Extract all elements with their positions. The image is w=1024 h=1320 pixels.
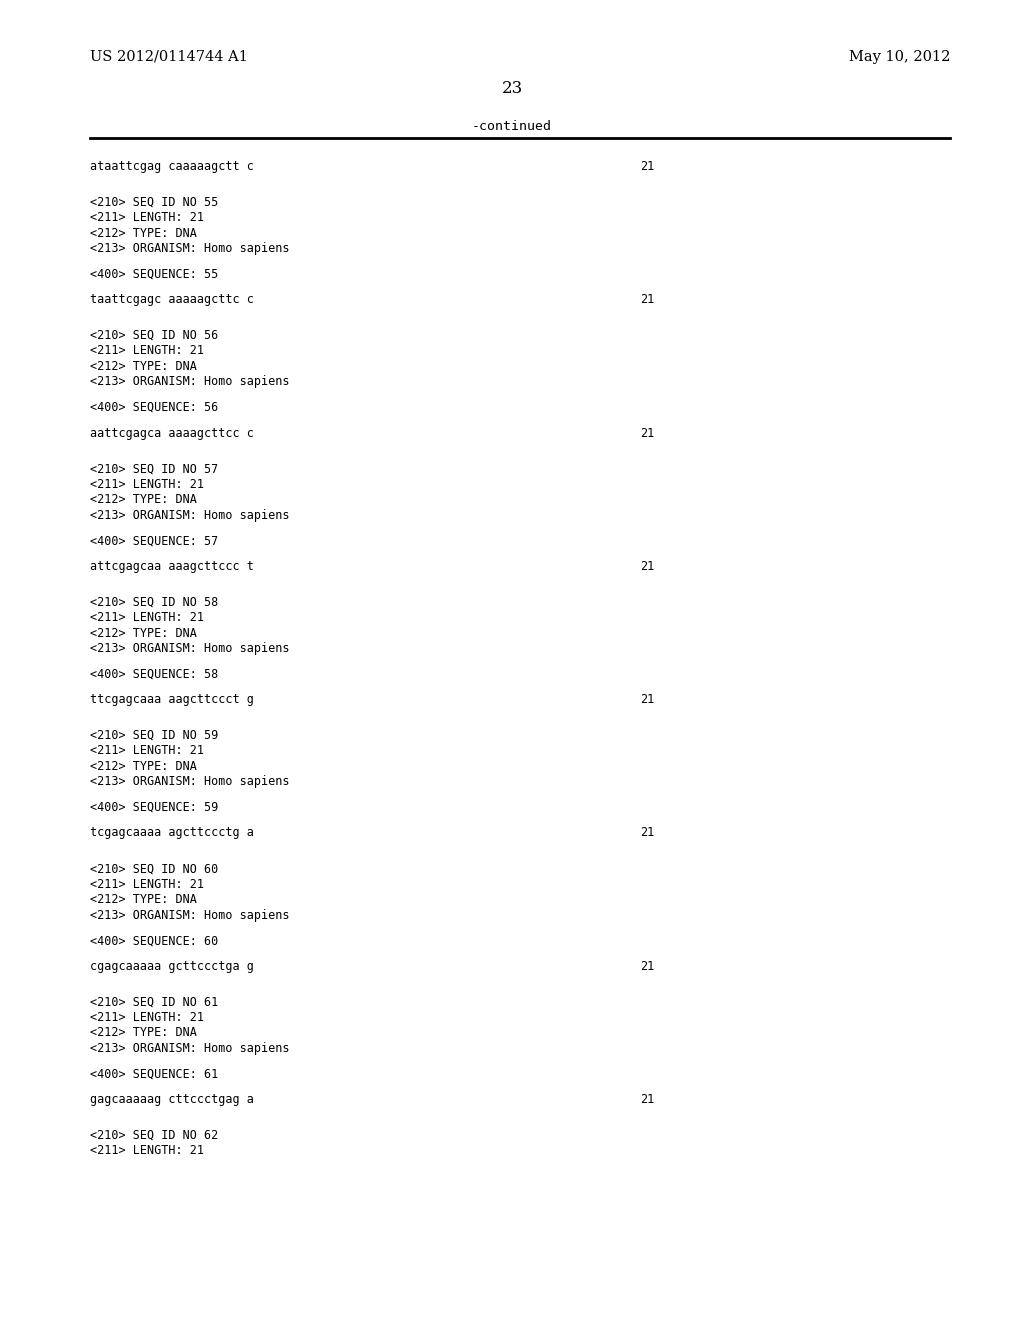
- Text: aattcgagca aaaagcttcc c: aattcgagca aaaagcttcc c: [90, 426, 254, 440]
- Text: gagcaaaaag cttccctgag a: gagcaaaaag cttccctgag a: [90, 1093, 254, 1106]
- Text: attcgagcaa aaagcttccc t: attcgagcaa aaagcttccc t: [90, 560, 254, 573]
- Text: <212> TYPE: DNA: <212> TYPE: DNA: [90, 760, 197, 772]
- Text: <213> ORGANISM: Homo sapiens: <213> ORGANISM: Homo sapiens: [90, 1041, 290, 1055]
- Text: -continued: -continued: [472, 120, 552, 133]
- Text: <213> ORGANISM: Homo sapiens: <213> ORGANISM: Homo sapiens: [90, 642, 290, 655]
- Text: <212> TYPE: DNA: <212> TYPE: DNA: [90, 627, 197, 640]
- Text: <213> ORGANISM: Homo sapiens: <213> ORGANISM: Homo sapiens: [90, 375, 290, 388]
- Text: <211> LENGTH: 21: <211> LENGTH: 21: [90, 1144, 204, 1158]
- Text: <210> SEQ ID NO 56: <210> SEQ ID NO 56: [90, 329, 218, 342]
- Text: 21: 21: [640, 293, 654, 306]
- Text: <400> SEQUENCE: 57: <400> SEQUENCE: 57: [90, 535, 218, 548]
- Text: <400> SEQUENCE: 58: <400> SEQUENCE: 58: [90, 668, 218, 681]
- Text: <211> LENGTH: 21: <211> LENGTH: 21: [90, 878, 204, 891]
- Text: <211> LENGTH: 21: <211> LENGTH: 21: [90, 744, 204, 758]
- Text: <400> SEQUENCE: 60: <400> SEQUENCE: 60: [90, 935, 218, 948]
- Text: cgagcaaaaa gcttccctga g: cgagcaaaaa gcttccctga g: [90, 960, 254, 973]
- Text: <212> TYPE: DNA: <212> TYPE: DNA: [90, 1027, 197, 1039]
- Text: <212> TYPE: DNA: <212> TYPE: DNA: [90, 894, 197, 906]
- Text: <211> LENGTH: 21: <211> LENGTH: 21: [90, 345, 204, 358]
- Text: <210> SEQ ID NO 62: <210> SEQ ID NO 62: [90, 1129, 218, 1142]
- Text: <211> LENGTH: 21: <211> LENGTH: 21: [90, 611, 204, 624]
- Text: <211> LENGTH: 21: <211> LENGTH: 21: [90, 478, 204, 491]
- Text: <211> LENGTH: 21: <211> LENGTH: 21: [90, 211, 204, 224]
- Text: <210> SEQ ID NO 57: <210> SEQ ID NO 57: [90, 462, 218, 475]
- Text: 21: 21: [640, 1093, 654, 1106]
- Text: <211> LENGTH: 21: <211> LENGTH: 21: [90, 1011, 204, 1024]
- Text: <400> SEQUENCE: 56: <400> SEQUENCE: 56: [90, 401, 218, 414]
- Text: <212> TYPE: DNA: <212> TYPE: DNA: [90, 360, 197, 374]
- Text: 21: 21: [640, 426, 654, 440]
- Text: <212> TYPE: DNA: <212> TYPE: DNA: [90, 227, 197, 240]
- Text: ttcgagcaaa aagcttccct g: ttcgagcaaa aagcttccct g: [90, 693, 254, 706]
- Text: <210> SEQ ID NO 61: <210> SEQ ID NO 61: [90, 995, 218, 1008]
- Text: <210> SEQ ID NO 59: <210> SEQ ID NO 59: [90, 729, 218, 742]
- Text: <400> SEQUENCE: 59: <400> SEQUENCE: 59: [90, 801, 218, 814]
- Text: tcgagcaaaa agcttccctg a: tcgagcaaaa agcttccctg a: [90, 826, 254, 840]
- Text: taattcgagc aaaaagcttc c: taattcgagc aaaaagcttc c: [90, 293, 254, 306]
- Text: <212> TYPE: DNA: <212> TYPE: DNA: [90, 494, 197, 507]
- Text: <213> ORGANISM: Homo sapiens: <213> ORGANISM: Homo sapiens: [90, 775, 290, 788]
- Text: 21: 21: [640, 960, 654, 973]
- Text: <400> SEQUENCE: 61: <400> SEQUENCE: 61: [90, 1068, 218, 1081]
- Text: <213> ORGANISM: Homo sapiens: <213> ORGANISM: Homo sapiens: [90, 508, 290, 521]
- Text: 23: 23: [502, 81, 522, 96]
- Text: US 2012/0114744 A1: US 2012/0114744 A1: [90, 50, 248, 63]
- Text: <400> SEQUENCE: 55: <400> SEQUENCE: 55: [90, 268, 218, 281]
- Text: <210> SEQ ID NO 55: <210> SEQ ID NO 55: [90, 195, 218, 209]
- Text: 21: 21: [640, 560, 654, 573]
- Text: <213> ORGANISM: Homo sapiens: <213> ORGANISM: Homo sapiens: [90, 908, 290, 921]
- Text: May 10, 2012: May 10, 2012: [849, 50, 950, 63]
- Text: <210> SEQ ID NO 60: <210> SEQ ID NO 60: [90, 862, 218, 875]
- Text: <210> SEQ ID NO 58: <210> SEQ ID NO 58: [90, 595, 218, 609]
- Text: ataattcgag caaaaagctt c: ataattcgag caaaaagctt c: [90, 160, 254, 173]
- Text: 21: 21: [640, 693, 654, 706]
- Text: 21: 21: [640, 160, 654, 173]
- Text: <213> ORGANISM: Homo sapiens: <213> ORGANISM: Homo sapiens: [90, 242, 290, 255]
- Text: 21: 21: [640, 826, 654, 840]
